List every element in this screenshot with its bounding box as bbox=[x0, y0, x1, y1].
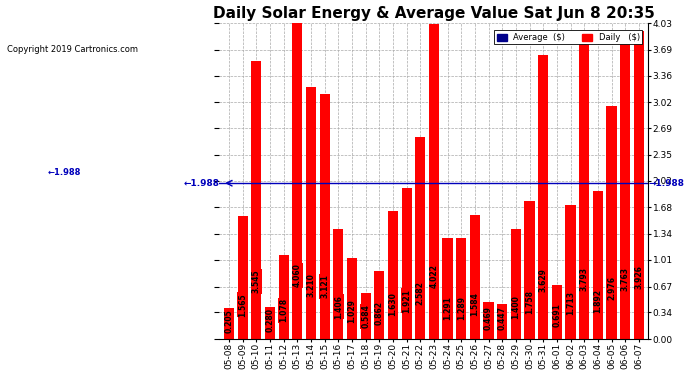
Text: 1.584: 1.584 bbox=[471, 292, 480, 316]
Text: Copyright 2019 Cartronics.com: Copyright 2019 Cartronics.com bbox=[7, 45, 138, 54]
Legend: Average  ($), Daily   ($): Average ($), Daily ($) bbox=[494, 30, 642, 44]
Title: Daily Solar Energy & Average Value Sat Jun 8 20:35: Daily Solar Energy & Average Value Sat J… bbox=[213, 6, 655, 21]
Text: 1.291: 1.291 bbox=[443, 296, 452, 320]
Bar bbox=[552, 285, 562, 339]
Text: 1.078: 1.078 bbox=[279, 298, 288, 322]
Bar bbox=[470, 215, 480, 339]
Text: 4.060: 4.060 bbox=[293, 264, 302, 287]
Bar bbox=[511, 229, 521, 339]
Bar bbox=[388, 211, 398, 339]
Text: 0.584: 0.584 bbox=[361, 304, 370, 328]
Bar bbox=[279, 255, 289, 339]
Text: 1.289: 1.289 bbox=[457, 296, 466, 320]
Bar bbox=[224, 323, 234, 339]
Bar bbox=[306, 87, 316, 339]
Text: 0.469: 0.469 bbox=[484, 306, 493, 330]
Bar bbox=[265, 317, 275, 339]
Text: 1.713: 1.713 bbox=[566, 291, 575, 315]
Text: →1.988: →1.988 bbox=[649, 178, 684, 188]
Bar bbox=[237, 216, 248, 339]
Text: 1.921: 1.921 bbox=[402, 289, 411, 312]
Text: 1.406: 1.406 bbox=[334, 295, 343, 319]
Text: 0.447: 0.447 bbox=[497, 306, 506, 330]
Bar bbox=[428, 24, 439, 339]
Bar bbox=[442, 238, 453, 339]
Bar bbox=[333, 229, 344, 339]
Text: 3.793: 3.793 bbox=[580, 267, 589, 291]
Bar bbox=[579, 42, 589, 339]
Text: 0.862: 0.862 bbox=[375, 301, 384, 325]
Bar bbox=[538, 54, 549, 339]
Text: 4.022: 4.022 bbox=[429, 264, 438, 288]
Text: 3.763: 3.763 bbox=[621, 267, 630, 291]
Bar bbox=[374, 272, 384, 339]
Text: ←1.988: ←1.988 bbox=[48, 168, 81, 177]
Bar bbox=[415, 136, 426, 339]
Text: 1.565: 1.565 bbox=[238, 293, 247, 317]
Bar bbox=[347, 258, 357, 339]
Bar bbox=[251, 61, 262, 339]
Text: ←1.988: ←1.988 bbox=[184, 178, 219, 188]
Text: 1.400: 1.400 bbox=[511, 295, 520, 319]
Bar bbox=[607, 106, 617, 339]
Text: 3.121: 3.121 bbox=[320, 274, 329, 298]
Text: 3.629: 3.629 bbox=[539, 268, 548, 292]
Text: 3.545: 3.545 bbox=[252, 270, 261, 293]
Text: 0.280: 0.280 bbox=[266, 308, 275, 332]
Text: 3.210: 3.210 bbox=[306, 273, 315, 297]
Bar bbox=[402, 189, 412, 339]
Bar bbox=[620, 44, 631, 339]
Text: 1.630: 1.630 bbox=[388, 292, 397, 316]
Bar bbox=[360, 293, 371, 339]
Text: 0.205: 0.205 bbox=[224, 309, 233, 333]
Bar bbox=[593, 191, 603, 339]
Text: 0.691: 0.691 bbox=[553, 303, 562, 327]
Bar bbox=[524, 201, 535, 339]
Bar bbox=[633, 31, 644, 339]
Text: 1.029: 1.029 bbox=[348, 299, 357, 323]
Text: 2.582: 2.582 bbox=[416, 281, 425, 305]
Text: 1.758: 1.758 bbox=[525, 290, 534, 314]
Text: 1.892: 1.892 bbox=[593, 289, 602, 313]
Bar bbox=[292, 21, 302, 339]
Bar bbox=[456, 238, 466, 339]
Bar bbox=[319, 94, 330, 339]
Text: 2.976: 2.976 bbox=[607, 276, 616, 300]
Bar bbox=[565, 205, 575, 339]
Text: 3.926: 3.926 bbox=[634, 265, 643, 289]
Bar bbox=[497, 304, 507, 339]
Bar bbox=[484, 302, 494, 339]
